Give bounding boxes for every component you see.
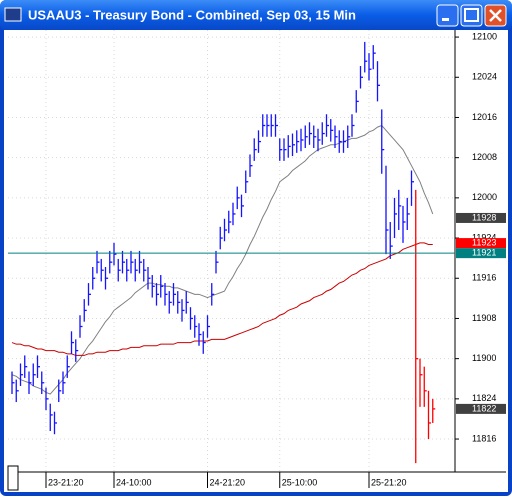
y-tick-label: 11816 — [472, 433, 496, 443]
maximize-button[interactable] — [460, 4, 483, 27]
x-tick-label: 24-10:00 — [116, 477, 152, 487]
title-bar — [0, 0, 512, 30]
y-tick-label: 11908 — [472, 313, 496, 323]
price-marker-label: 11921 — [472, 248, 496, 258]
scroll-box[interactable] — [7, 465, 19, 491]
price-marker-label: 11923 — [472, 237, 496, 247]
x-tick-label: 25-10:00 — [282, 477, 318, 487]
y-tick-label: 11924 — [472, 232, 496, 242]
client-area — [4, 30, 508, 492]
x-tick-label: 23-21:20 — [48, 477, 84, 487]
y-tick-label: 12000 — [472, 192, 497, 202]
window-title: USAAU3 - Treasury Bond - Combined, Sep 0… — [28, 7, 356, 22]
price-marker — [456, 248, 506, 259]
price-marker — [456, 403, 506, 414]
price-marker — [456, 238, 506, 249]
y-tick-label: 12016 — [472, 112, 497, 122]
y-tick-label: 12024 — [472, 72, 497, 82]
minimize-button[interactable] — [436, 4, 459, 27]
y-tick-label: 11900 — [472, 353, 496, 363]
x-tick-label: 24-21:20 — [210, 477, 246, 487]
x-tick-label: 25-21:20 — [371, 477, 407, 487]
price-marker-label: 11822 — [472, 403, 496, 413]
y-tick-label: 11916 — [472, 273, 496, 283]
y-tick-label: 11824 — [472, 393, 496, 403]
plot: 12100 12024 12016 12008 12000 11924 11916 11908… — [8, 30, 506, 488]
price-marker-label: 11928 — [472, 212, 496, 222]
y-tick-label: 12008 — [472, 152, 497, 162]
y-tick-label: 12100 — [472, 31, 497, 41]
close-button[interactable] — [484, 4, 507, 27]
app-icon — [4, 7, 22, 22]
moving-average — [11, 242, 433, 356]
price-marker — [456, 212, 506, 223]
